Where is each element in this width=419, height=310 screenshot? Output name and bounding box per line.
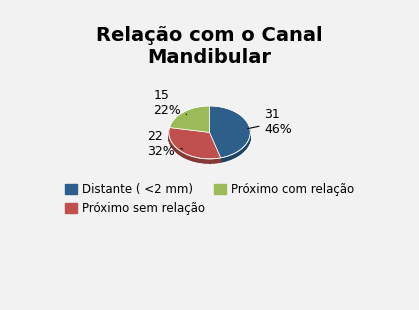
Polygon shape	[210, 106, 250, 158]
Polygon shape	[175, 147, 176, 151]
Polygon shape	[215, 159, 216, 163]
Polygon shape	[198, 158, 199, 162]
Polygon shape	[217, 158, 218, 162]
Polygon shape	[233, 153, 234, 158]
Polygon shape	[231, 154, 233, 159]
Polygon shape	[185, 153, 186, 158]
Polygon shape	[207, 159, 208, 163]
Polygon shape	[196, 157, 197, 162]
Polygon shape	[244, 145, 245, 150]
Polygon shape	[205, 159, 206, 163]
Legend: Distante ( <2 mm), Próximo sem relação, Próximo com relação: Distante ( <2 mm), Próximo sem relação, …	[60, 179, 359, 220]
Polygon shape	[216, 158, 217, 163]
Polygon shape	[180, 151, 181, 155]
Polygon shape	[220, 158, 221, 162]
Polygon shape	[190, 156, 191, 160]
Polygon shape	[236, 152, 237, 157]
Polygon shape	[224, 157, 225, 161]
Polygon shape	[174, 146, 175, 150]
Polygon shape	[225, 157, 226, 161]
Polygon shape	[187, 154, 188, 159]
Polygon shape	[169, 106, 210, 132]
Polygon shape	[219, 158, 220, 162]
Polygon shape	[223, 157, 224, 162]
Polygon shape	[211, 159, 212, 163]
Polygon shape	[203, 159, 204, 163]
Polygon shape	[245, 145, 246, 149]
Polygon shape	[177, 148, 178, 153]
Polygon shape	[222, 157, 223, 162]
Polygon shape	[183, 153, 184, 157]
Polygon shape	[179, 150, 180, 155]
Polygon shape	[230, 155, 231, 159]
Polygon shape	[235, 153, 236, 157]
Title: Relação com o Canal
Mandibular: Relação com o Canal Mandibular	[96, 26, 323, 67]
Polygon shape	[200, 158, 201, 162]
Polygon shape	[237, 152, 238, 156]
Polygon shape	[178, 149, 179, 154]
Polygon shape	[238, 151, 239, 156]
Polygon shape	[214, 159, 215, 163]
Polygon shape	[218, 158, 219, 162]
Polygon shape	[241, 148, 242, 153]
Polygon shape	[229, 155, 230, 160]
Polygon shape	[239, 150, 240, 155]
Polygon shape	[208, 159, 209, 163]
Polygon shape	[195, 157, 196, 162]
Polygon shape	[234, 153, 235, 157]
Polygon shape	[209, 159, 210, 163]
Polygon shape	[247, 142, 248, 147]
Polygon shape	[199, 158, 200, 162]
Polygon shape	[246, 143, 247, 148]
Text: 22
32%: 22 32%	[147, 130, 183, 158]
Polygon shape	[189, 155, 190, 160]
Text: 15
22%: 15 22%	[153, 89, 186, 117]
Polygon shape	[212, 159, 213, 163]
Text: 31
46%: 31 46%	[248, 108, 292, 136]
Polygon shape	[186, 154, 187, 159]
Polygon shape	[193, 157, 194, 161]
Polygon shape	[226, 156, 227, 161]
Polygon shape	[210, 159, 211, 163]
Polygon shape	[204, 159, 205, 163]
Polygon shape	[192, 156, 193, 161]
Polygon shape	[213, 159, 214, 163]
Polygon shape	[182, 152, 183, 157]
Polygon shape	[206, 159, 207, 163]
Polygon shape	[240, 149, 241, 154]
Polygon shape	[169, 127, 221, 159]
Polygon shape	[176, 148, 177, 152]
Polygon shape	[197, 158, 198, 162]
Polygon shape	[201, 158, 202, 162]
Polygon shape	[243, 147, 244, 151]
Polygon shape	[184, 153, 185, 157]
Polygon shape	[227, 156, 228, 160]
Polygon shape	[221, 158, 222, 162]
Polygon shape	[181, 151, 182, 156]
Polygon shape	[202, 158, 203, 163]
Polygon shape	[191, 156, 192, 161]
Polygon shape	[194, 157, 195, 161]
Polygon shape	[228, 156, 229, 160]
Polygon shape	[188, 155, 189, 159]
Polygon shape	[242, 148, 243, 153]
